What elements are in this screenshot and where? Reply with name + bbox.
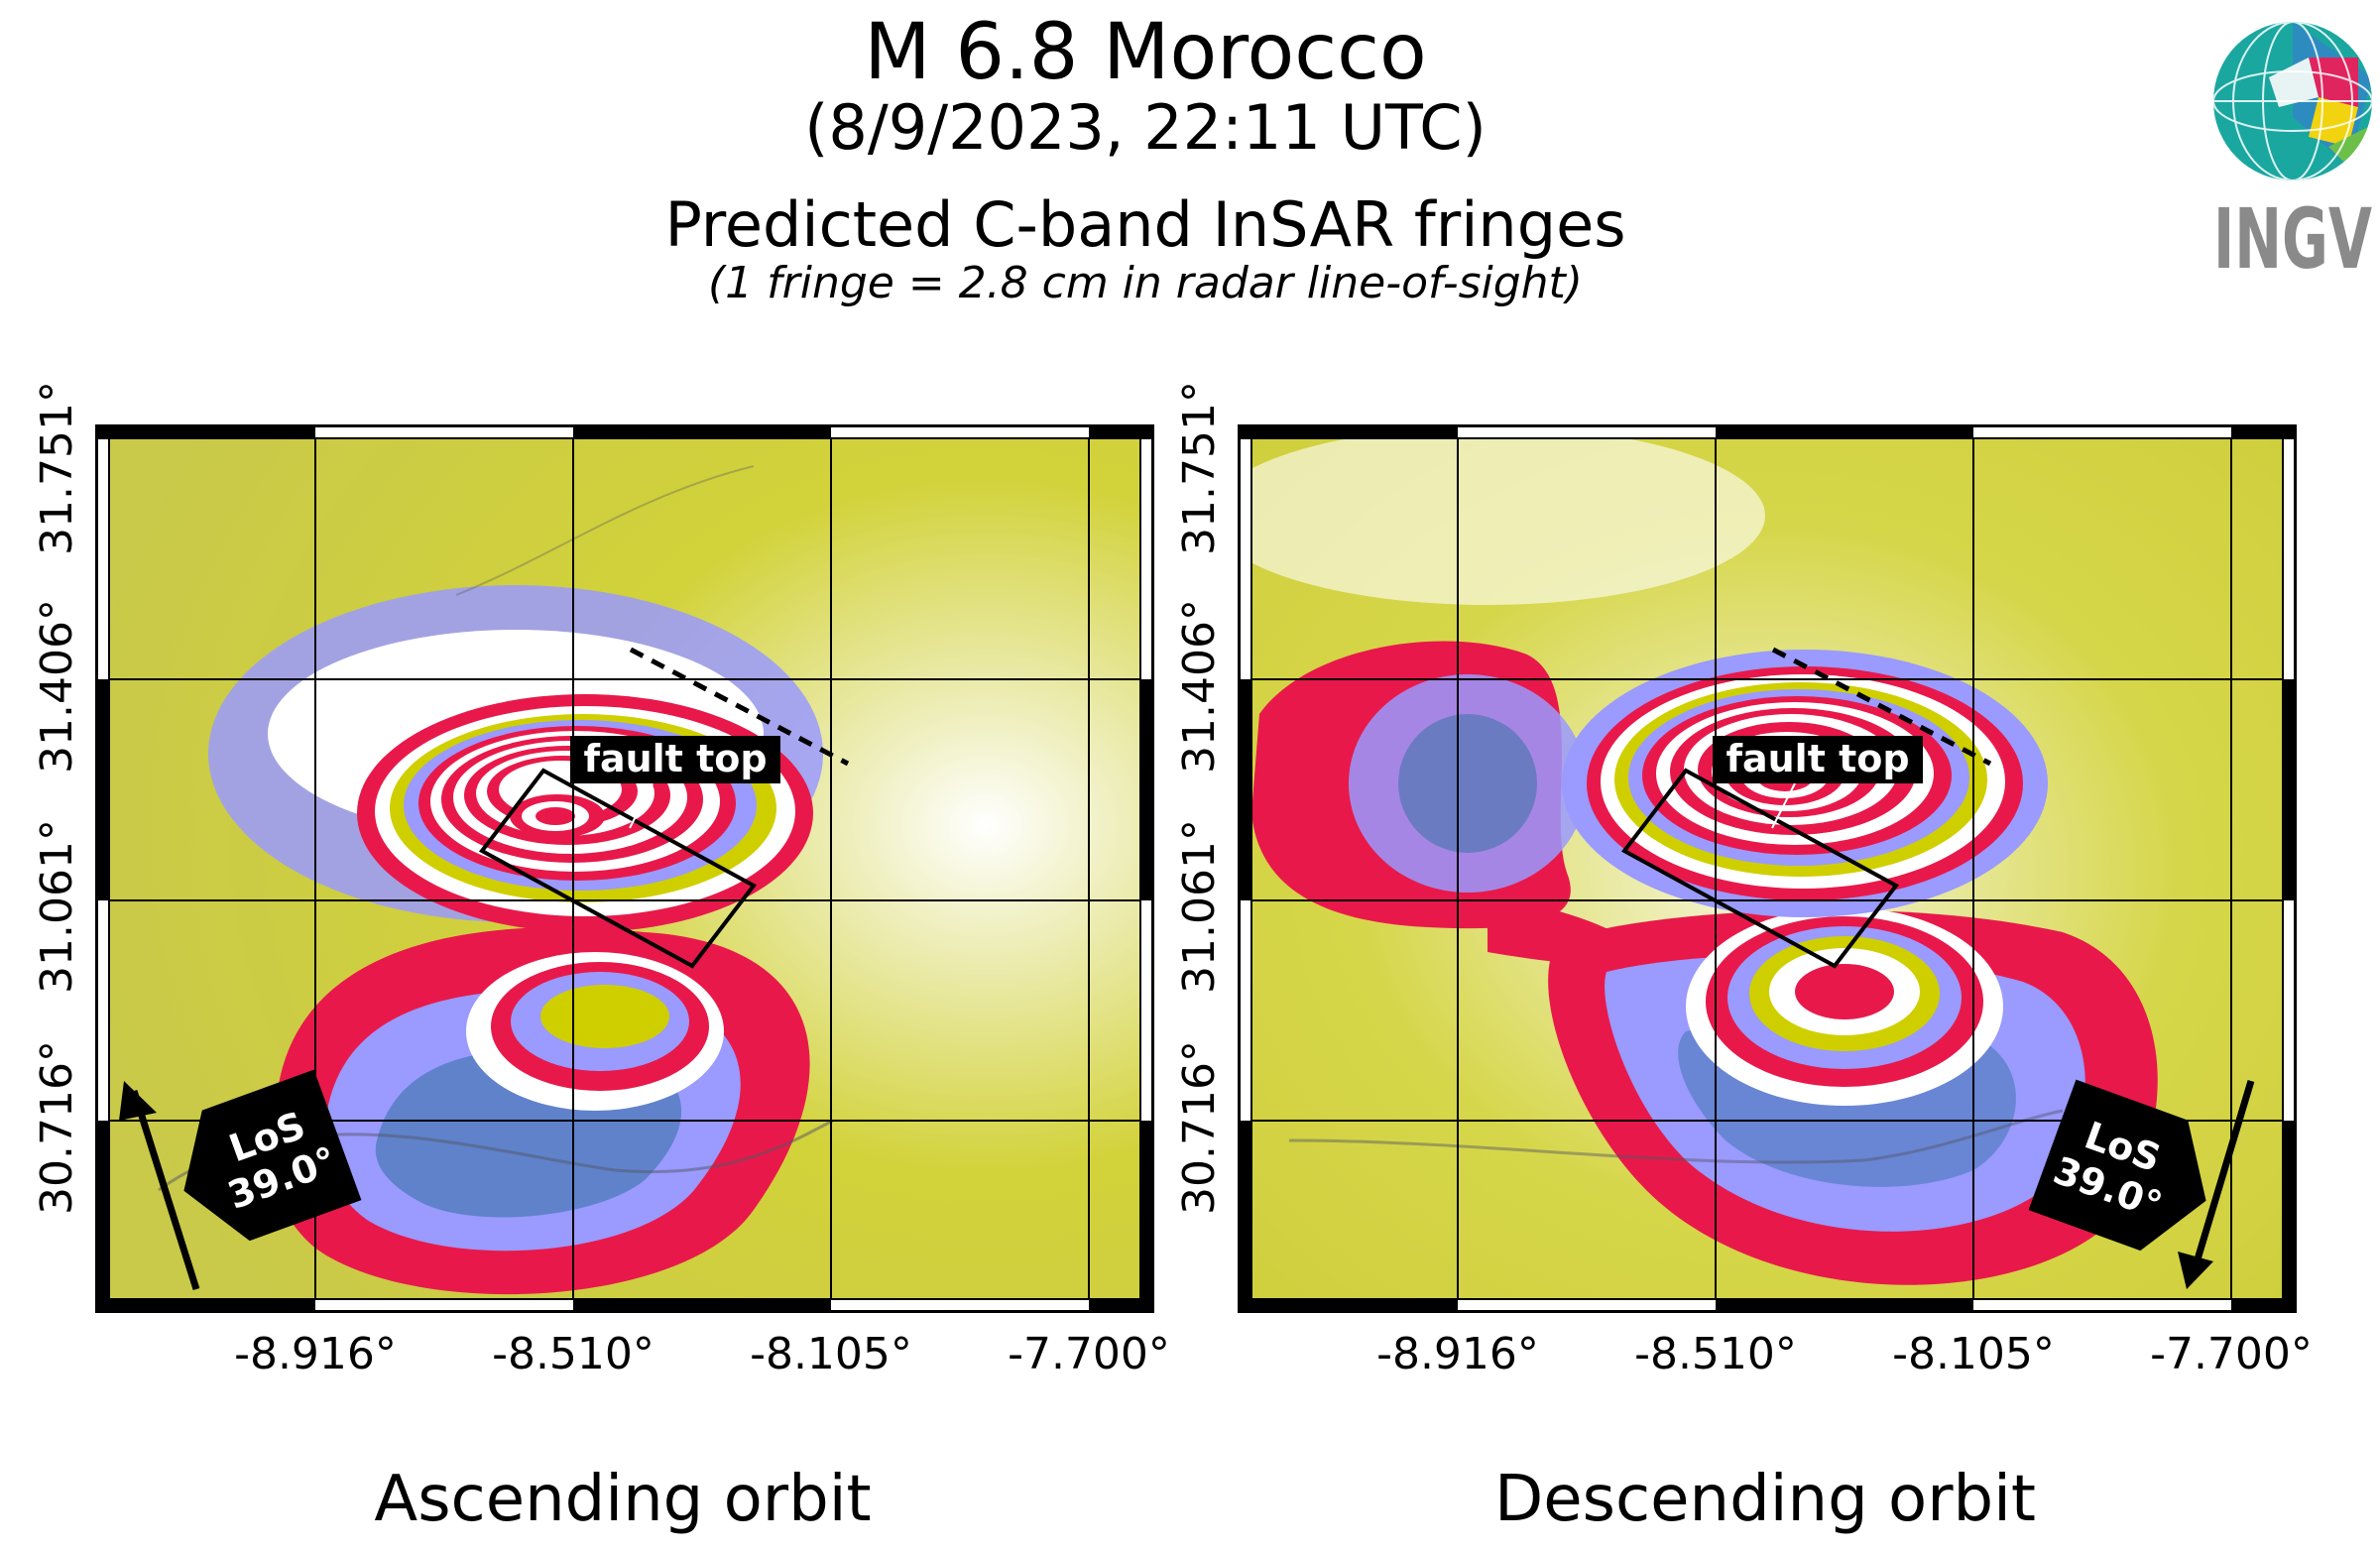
y-tick-label: 31.751° [32,381,82,555]
subtitle: Predicted C-band InSAR fringes [664,188,1626,261]
ingv-logo: INGV [2213,22,2372,278]
x-tick-label: -8.105° [750,1329,912,1379]
x-tick-label: -8.105° [1892,1329,2055,1379]
descending-fault-label: fault top [1726,737,1909,780]
x-tick-label: -8.916° [1376,1329,1539,1379]
y-tick-label: 31.061° [32,819,82,994]
y-tick-label: 31.061° [1174,819,1225,994]
ascending-map [109,438,1140,1299]
descending-frame [1238,424,2297,1313]
y-tick-label: 30.716° [32,1040,82,1215]
x-tick-label: -7.700° [1008,1329,1170,1379]
y-tick-label: 30.716° [1174,1040,1225,1215]
y-tick-label: 31.406° [32,599,82,774]
x-tick-label: -7.700° [2150,1329,2313,1379]
y-tick-label: 31.751° [1174,381,1225,555]
y-tick-label: 31.406° [1174,599,1225,774]
descending-panel-title: Descending orbit [1493,1463,2037,1536]
x-tick-label: -8.510° [1634,1329,1797,1379]
x-tick-label: -8.916° [234,1329,397,1379]
ascending-fault-label-box: fault top [570,736,780,783]
logo-text: INGV [2213,190,2372,278]
descending-fault-label-box: fault top [1713,736,1923,783]
ascending-fault-label: fault top [583,737,767,780]
ascending-panel-title: Ascending orbit [374,1463,872,1536]
ascending-frame [95,424,1154,1313]
fringe-note: (1 fringe = 2.8 cm in radar line-of-sigh… [708,258,1583,308]
event-datetime: (8/9/2023, 22:11 UTC) [804,91,1487,164]
x-tick-label: -8.510° [492,1329,654,1379]
main-title: M 6.8 Morocco [864,8,1427,97]
